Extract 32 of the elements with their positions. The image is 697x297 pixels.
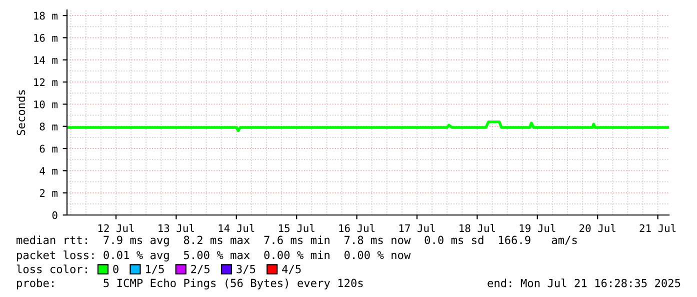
y-tick-label: 4 m: [40, 167, 58, 175]
y-tick-label: 16 m: [34, 34, 58, 42]
y-tick-label: 0: [52, 211, 58, 220]
y-tick-label: 14 m: [34, 56, 58, 64]
x-tick-label: 18 Jul: [460, 224, 495, 232]
text: median rtt: 7.9 ms avg 8.2 ms max 7.6 ms min 7.8 ms now 0.0 ms sd 166.9 am/s: [16, 236, 577, 246]
y-tick-label: 8 m: [40, 122, 58, 130]
x-tick-label: 16 Jul: [339, 224, 375, 232]
text: end: Mon Jul 21 16:28:35 2025: [488, 278, 680, 288]
y-tick-label: 6 m: [40, 144, 58, 153]
x-tick-label: 15 Jul: [279, 224, 314, 232]
x-tick-label: 12 Jul: [98, 224, 134, 232]
x-tick-label: 14 Jul: [218, 224, 254, 232]
legend-label: 2/5: [191, 264, 210, 274]
x-tick-label: 13 Jul: [158, 224, 194, 232]
y-tick-label: 18 m: [34, 12, 58, 20]
y-tick-label: 10 m: [34, 100, 58, 108]
y-tick-label: 12 m: [34, 78, 58, 86]
x-tick-label: 19 Jul: [520, 224, 556, 232]
legend-label: 3/5: [236, 264, 256, 274]
x-tick-label: 20 Jul: [580, 224, 616, 232]
x-tick-label: 17 Jul: [399, 224, 435, 232]
x-tick-label: 21 Jul: [640, 224, 676, 232]
text: probe: 5 ICMP Echo Pings (56 Bytes) every 120s: [17, 278, 363, 290]
legend-label: 1/5: [146, 264, 164, 274]
legend-label: 4/5: [282, 264, 301, 274]
text: packet loss: 0.01 % avg 5.00 % max 0.00 % min 0.00 % now: [17, 250, 411, 262]
text: loss color:: [16, 264, 87, 274]
y-tick-label: 2 m: [40, 189, 58, 197]
legend-label: 0: [113, 264, 118, 274]
y-axis-title: Seconds: [16, 90, 26, 136]
line-series: [67, 120, 669, 132]
